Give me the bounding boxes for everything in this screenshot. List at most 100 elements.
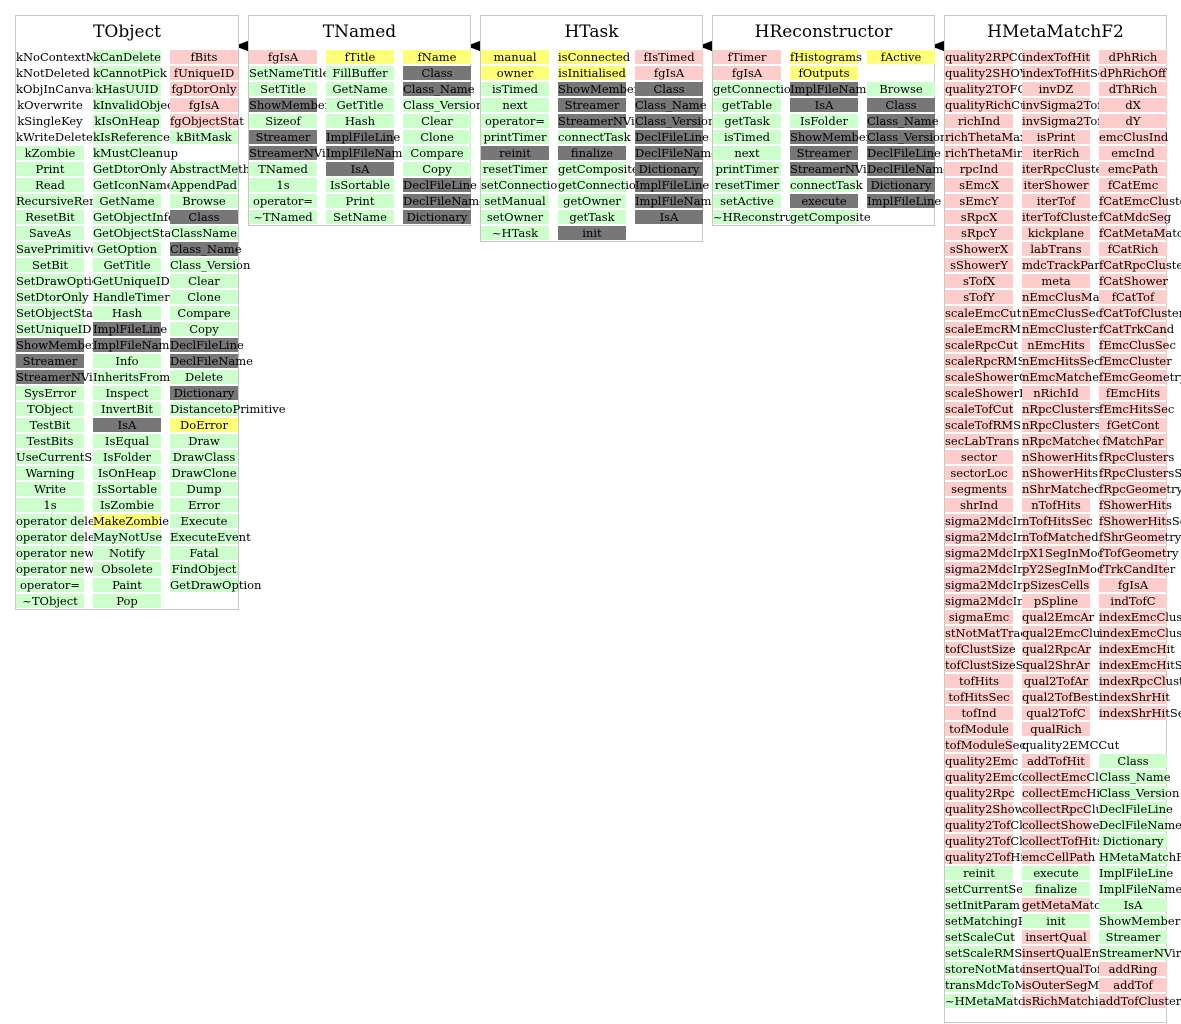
class-member: sectorLoc bbox=[945, 466, 1013, 480]
class-member: operator new[] bbox=[16, 562, 104, 576]
class-member: kWriteDelete bbox=[16, 130, 93, 144]
class-member: fGetCont bbox=[1099, 418, 1167, 432]
class-member: next bbox=[481, 98, 549, 112]
member-column: kCanDelete kCannotPick kHasUUID kInvalidObj… bbox=[93, 50, 178, 610]
class-member: emcPath bbox=[1099, 162, 1167, 176]
class-member: quality2TOFCut bbox=[945, 82, 1039, 96]
class-member: tofModuleSec bbox=[945, 738, 1026, 752]
class-member: collectRpcClusters bbox=[1022, 802, 1132, 816]
class-member: ShowMembers bbox=[1099, 914, 1181, 928]
class-member: pSpline bbox=[1022, 594, 1090, 608]
class-member: fRpcGeometry bbox=[1099, 482, 1181, 496]
class-member: sEmcY bbox=[945, 194, 1013, 208]
class-member: AbstractMethod bbox=[170, 162, 265, 176]
class-member: sigma2MdcInRpcX bbox=[945, 546, 1056, 560]
class-member: TNamed bbox=[249, 162, 317, 176]
class-member: Compare bbox=[403, 146, 471, 160]
class-member: fTimer bbox=[713, 50, 781, 64]
class-member: fCatMetaMatch bbox=[1099, 226, 1181, 240]
class-member: Streamer bbox=[558, 98, 626, 112]
class-member: Class bbox=[403, 66, 471, 80]
class-member: collectTofHits bbox=[1022, 834, 1103, 848]
class-member: DeclFileName bbox=[170, 354, 253, 368]
class-member: Notify bbox=[93, 546, 161, 560]
class-member: Compare bbox=[170, 306, 238, 320]
class-member: ImplFileLine bbox=[867, 194, 942, 208]
class-member: fActive bbox=[867, 50, 935, 64]
class-member: nRpcClustersSec bbox=[1022, 418, 1122, 432]
class-member: kMustCleanup bbox=[93, 146, 178, 160]
class-member: InheritsFrom bbox=[93, 370, 171, 384]
member-column: fgIsA SetNameTitle SetTitle ShowMembers Size… bbox=[249, 50, 354, 226]
class-member: shrInd bbox=[945, 498, 1013, 512]
class-member: nEmcHits bbox=[1022, 338, 1090, 352]
class-member: ImplFileName bbox=[326, 146, 410, 160]
class-member: Class_Name bbox=[170, 242, 242, 256]
class-member: ImplFileLine bbox=[93, 322, 168, 336]
class-member: nEmcHitsSec bbox=[1022, 354, 1101, 368]
class-member: ~HReconstructor bbox=[713, 210, 816, 224]
member-column: fName Class Class_Name Class_Version Clear Cl… bbox=[403, 50, 486, 226]
class-member: nTofMatched bbox=[1022, 530, 1099, 544]
class-member: kIsReferenced bbox=[93, 130, 178, 144]
class-member: IsFolder bbox=[93, 450, 161, 464]
class-member: addTofCluster bbox=[1099, 994, 1181, 1008]
class-member: DeclFileName bbox=[635, 146, 718, 160]
class-member: Hash bbox=[93, 306, 161, 320]
class-member: getTable bbox=[713, 98, 781, 112]
class-member: Dump bbox=[170, 482, 238, 496]
class-member: fCatEmc bbox=[1099, 178, 1167, 192]
class-member: reinit bbox=[945, 866, 1013, 880]
class-member: qual2ShrAr bbox=[1022, 658, 1090, 672]
class-member: GetObjectInfo bbox=[93, 210, 175, 224]
class-member: DeclFileName bbox=[867, 162, 950, 176]
class-member: quality2TofClust2 bbox=[945, 834, 1049, 848]
class-member: printTimer bbox=[713, 162, 781, 176]
class-member: collectEmcHits bbox=[1022, 786, 1111, 800]
class-member: sigma2MdcInRpcY bbox=[945, 562, 1055, 576]
class-member: Class_Name bbox=[867, 114, 939, 128]
class-member: fTofGeometry bbox=[1099, 546, 1179, 560]
class-member: Class_Version bbox=[403, 98, 484, 112]
class-member: tofHitsSec bbox=[945, 690, 1013, 704]
class-member: fMatchPar bbox=[1099, 434, 1167, 448]
class-member: Read bbox=[16, 178, 84, 192]
class-member: sector bbox=[945, 450, 1013, 464]
class-member: sEmcX bbox=[945, 178, 1013, 192]
class-member: quality2Shower bbox=[945, 802, 1037, 816]
class-member: operator= bbox=[249, 194, 317, 208]
class-member: DeclFileLine bbox=[1099, 802, 1173, 816]
class-member: tofHits bbox=[945, 674, 1013, 688]
class-member: fgDtorOnly bbox=[170, 82, 238, 96]
class-member: StreamerNVirtual bbox=[249, 146, 354, 160]
class-title-tobject: TObject bbox=[93, 22, 161, 42]
class-member: getMetaMatchSlot bbox=[1022, 898, 1132, 912]
class-member: kIsOnHeap bbox=[93, 114, 161, 128]
class-member: indTofC bbox=[1099, 594, 1167, 608]
class-box-tobject: TObject kNoContextMenu kNotDeleted kObjInC… bbox=[15, 15, 286, 610]
class-member: StreamerNVirtual bbox=[1099, 946, 1181, 960]
class-member: nShowerHitsSec bbox=[1022, 466, 1120, 480]
class-member bbox=[867, 66, 935, 80]
class-member: quality2TofClust1 bbox=[945, 818, 1049, 832]
class-member: sigma2MdcInShrY bbox=[945, 594, 1053, 608]
class-member: fCatRich bbox=[1099, 242, 1167, 256]
class-member: Clone bbox=[403, 130, 471, 144]
class-member: quality2EMCCut bbox=[1022, 738, 1120, 752]
class-member: FindObject bbox=[170, 562, 238, 576]
class-member: scaleTofCut bbox=[945, 402, 1014, 416]
class-member: Warning bbox=[16, 466, 84, 480]
class-member: fCatShower bbox=[1099, 274, 1168, 288]
class-member: qual2EmcAr bbox=[1022, 610, 1095, 624]
class-member: GetObjectStat bbox=[93, 226, 176, 240]
class-member: nRichId bbox=[1022, 386, 1090, 400]
class-member: dX bbox=[1099, 98, 1167, 112]
class-member: ~HTask bbox=[481, 226, 549, 240]
class-member: nTofHitsSec bbox=[1022, 514, 1093, 528]
class-member: Class_Name bbox=[635, 98, 707, 112]
class-member: owner bbox=[481, 66, 549, 80]
class-member: iterTof bbox=[1022, 194, 1090, 208]
class-member: ImplFileName bbox=[790, 82, 874, 96]
class-member: fShrGeometry bbox=[1099, 530, 1181, 544]
class-member: DrawClone bbox=[170, 466, 238, 480]
